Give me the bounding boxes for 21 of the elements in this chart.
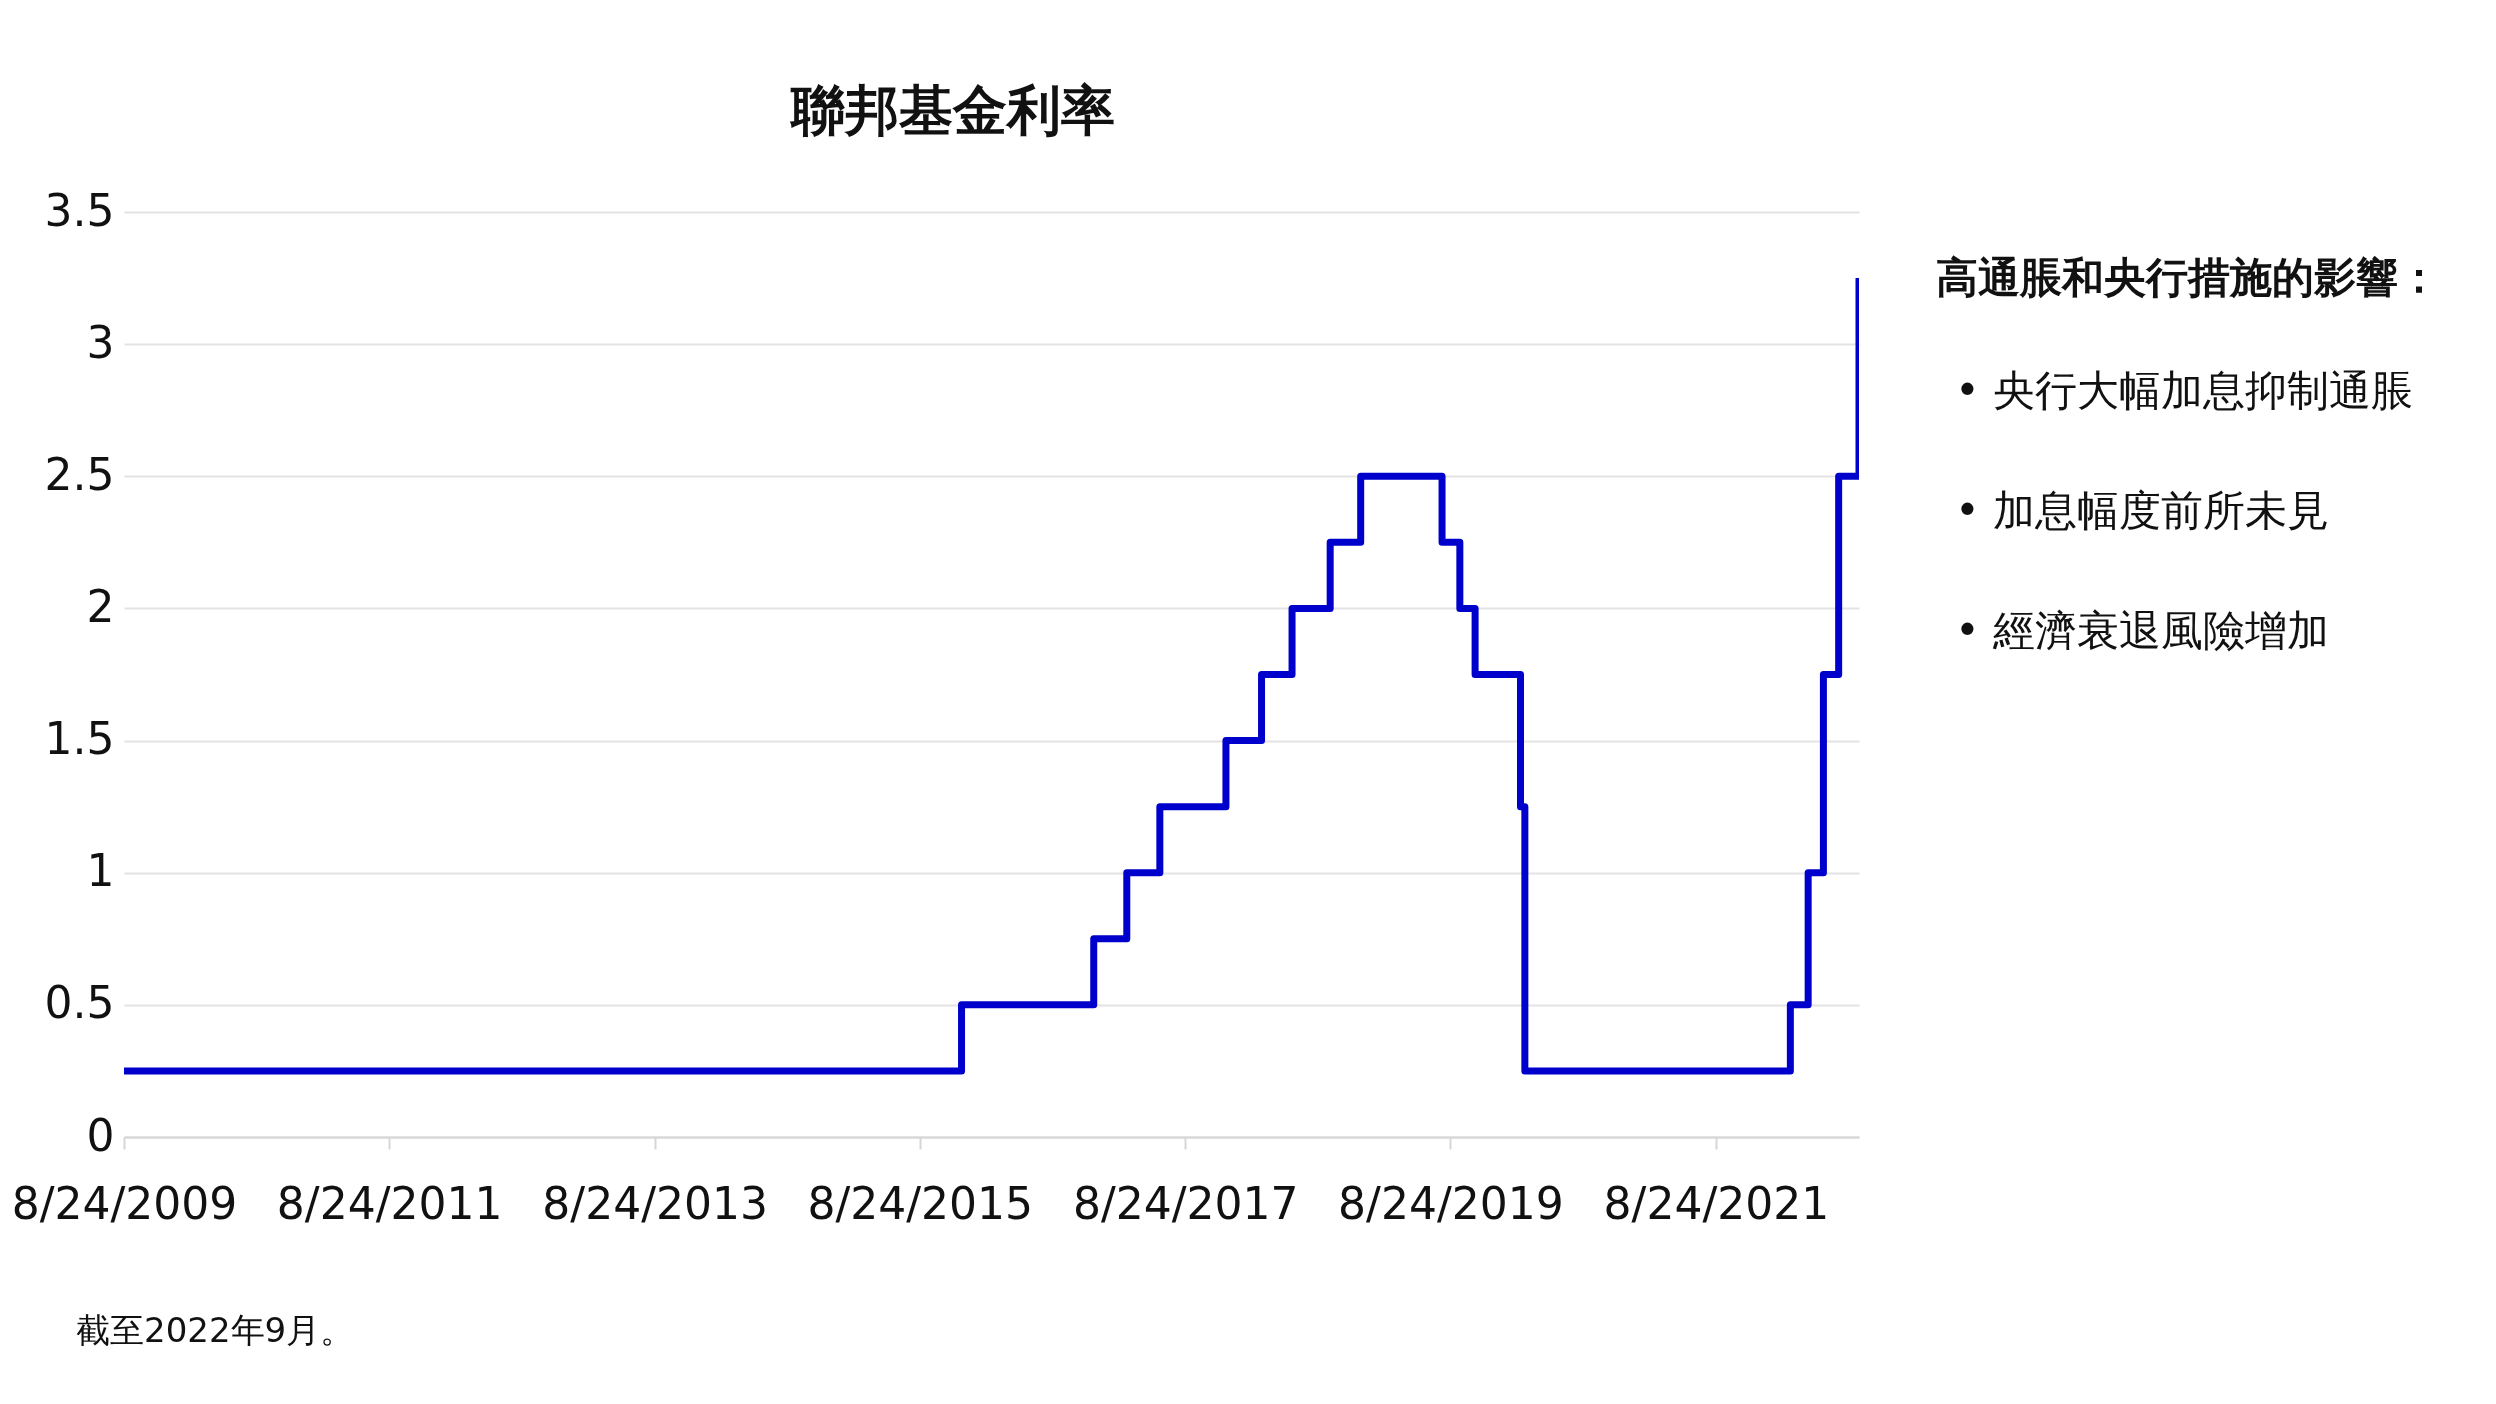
x-tick-label: 8/24/2019	[1338, 1177, 1564, 1229]
text: • 經濟衰退風險增加	[1955, 606, 2330, 655]
text: 高通脹和央行措施的影響：	[1936, 253, 2440, 302]
y-tick-label: 0.5	[44, 977, 115, 1029]
text: • 加息幅度前所未見	[1955, 486, 2330, 535]
y-tick-label: 2.5	[44, 448, 115, 500]
y-tick-label: 1	[86, 845, 115, 897]
text: • 央行大幅加息抑制通脹	[1955, 366, 2414, 415]
x-tick-label: 8/24/2011	[276, 1177, 503, 1229]
y-tick-label: 2	[86, 580, 115, 632]
x-tick-label: 8/24/2013	[542, 1177, 768, 1229]
chart-title: 聯邦基金利率	[788, 79, 1115, 142]
x-tick-label: 8/24/2015	[807, 1177, 1034, 1229]
x-tick-label: 8/24/2021	[1603, 1177, 1830, 1229]
x-tick-label: 8/24/2009	[11, 1177, 238, 1229]
x-tick-label: 8/24/2017	[1072, 1177, 1299, 1229]
y-tick-label: 1.5	[44, 713, 115, 765]
text: 截至2022年9月。	[76, 1310, 355, 1350]
y-tick-label: 3.5	[44, 184, 115, 236]
y-tick-label: 0	[86, 1109, 115, 1161]
y-tick-label: 3	[86, 316, 115, 368]
